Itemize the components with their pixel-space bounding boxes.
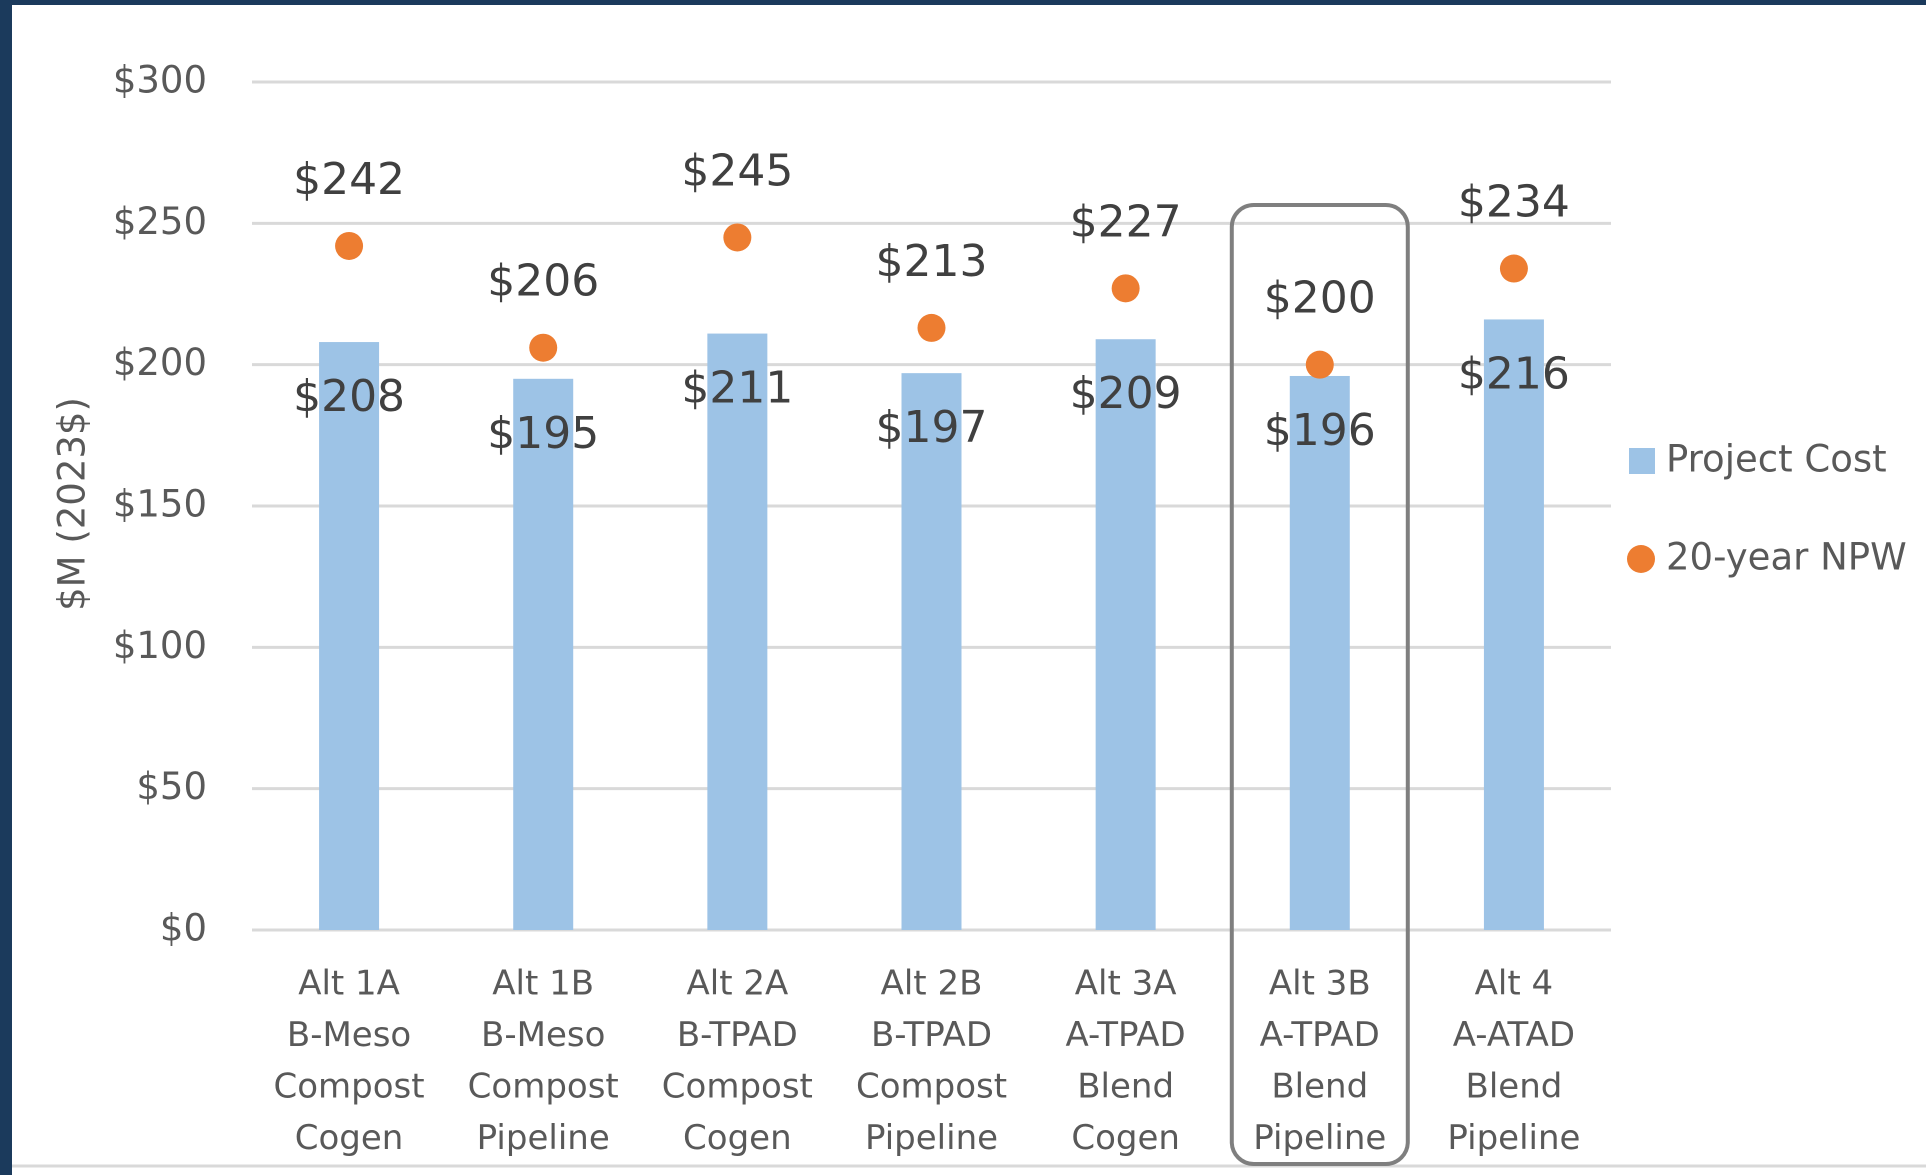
bar: [513, 378, 574, 930]
bar-value-label: $211: [681, 363, 793, 414]
dot: [723, 223, 752, 252]
dot-value-label: $206: [487, 256, 599, 307]
x-tick-label: Alt 3A: [1075, 964, 1177, 1004]
y-tick-label: $300: [113, 59, 207, 102]
x-tick-label: A-ATAD: [1453, 1015, 1575, 1055]
dot: [529, 333, 558, 362]
x-tick-label: Blend: [1466, 1067, 1563, 1107]
x-tick-label: Alt 2B: [881, 964, 983, 1004]
bar-value-label: $196: [1264, 405, 1376, 456]
x-tick-label: Alt 2A: [686, 964, 788, 1004]
x-tick-label: Compost: [662, 1067, 813, 1107]
bar-value-label: $209: [1070, 368, 1182, 419]
dot-value-label: $227: [1070, 196, 1182, 247]
bar-value-label: $197: [876, 402, 988, 453]
x-tick-label: Cogen: [683, 1118, 792, 1158]
x-tick-label: Compost: [468, 1067, 619, 1107]
highlight-box: [1229, 203, 1410, 1166]
x-tick-label: B-Meso: [481, 1015, 605, 1055]
dot: [917, 313, 946, 342]
bar: [319, 342, 380, 930]
y-axis-title: $M (2023$): [51, 397, 94, 611]
dot-value-label: $242: [293, 154, 405, 205]
y-tick-label: $150: [113, 483, 207, 526]
x-tick-label: A-TPAD: [1066, 1015, 1186, 1055]
bar: [707, 333, 768, 930]
x-tick-label: B-TPAD: [677, 1015, 798, 1055]
x-tick-label: Pipeline: [1253, 1118, 1386, 1158]
dot: [1499, 254, 1528, 283]
bar: [1095, 339, 1156, 930]
bar-value-label: $208: [293, 371, 405, 422]
x-tick-label: Blend: [1271, 1067, 1368, 1107]
dot-value-label: $200: [1264, 273, 1376, 324]
x-tick-label: Alt 4: [1475, 964, 1553, 1004]
dot-value-label: $213: [876, 236, 988, 287]
dot: [1111, 274, 1140, 303]
dot-value-label: $245: [681, 145, 793, 196]
y-tick-label: $50: [136, 765, 207, 808]
bar-value-label: $195: [487, 408, 599, 459]
bar: [901, 373, 962, 930]
dot: [335, 231, 364, 260]
x-tick-label: Alt 3B: [1269, 964, 1371, 1004]
x-tick-label: A-TPAD: [1260, 1015, 1380, 1055]
legend-label: Project Cost: [1666, 438, 1887, 481]
legend-label: 20-year NPW: [1666, 536, 1907, 579]
x-tick-label: Pipeline: [477, 1118, 610, 1158]
y-tick-label: $250: [113, 200, 207, 243]
bar: [1289, 375, 1350, 930]
x-tick-label: Compost: [856, 1067, 1007, 1107]
x-tick-label: Alt 1A: [298, 964, 400, 1004]
bar-value-label: $216: [1458, 348, 1570, 399]
x-tick-label: Pipeline: [1447, 1118, 1580, 1158]
y-tick-label: $0: [160, 907, 207, 950]
x-tick-label: Cogen: [1071, 1118, 1180, 1158]
y-tick-label: $200: [113, 341, 207, 384]
x-tick-label: Cogen: [295, 1118, 404, 1158]
x-tick-label: Alt 1B: [492, 964, 594, 1004]
x-tick-label: Compost: [274, 1067, 425, 1107]
legend-swatch: [1627, 545, 1655, 573]
x-tick-label: B-Meso: [287, 1015, 411, 1055]
dot-value-label: $234: [1458, 177, 1570, 228]
x-tick-label: Blend: [1077, 1067, 1174, 1107]
x-tick-label: Pipeline: [865, 1118, 998, 1158]
x-tick-label: B-TPAD: [871, 1015, 992, 1055]
legend-swatch: [1629, 448, 1655, 474]
dot: [1305, 350, 1334, 379]
y-tick-label: $100: [113, 624, 207, 667]
bar: [1483, 319, 1544, 930]
